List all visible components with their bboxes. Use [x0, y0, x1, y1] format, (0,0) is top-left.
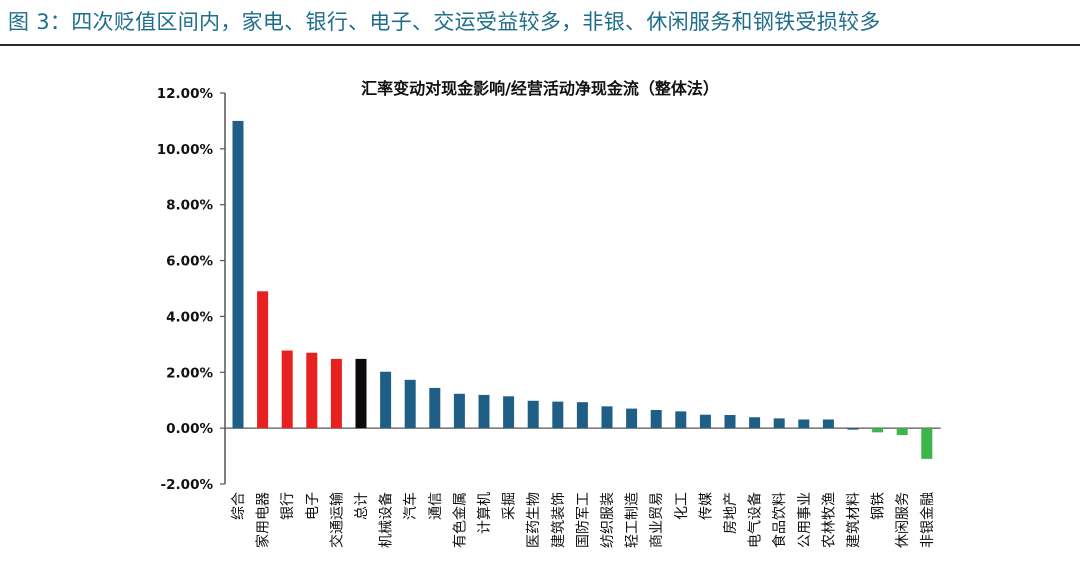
bar-计算机: [478, 394, 490, 429]
x-category-label: 电气设备: [747, 492, 764, 548]
figure-caption: 图 3：四次贬值区间内，家电、银行、电子、交运受益较多，非银、休闲服务和钢铁受损…: [8, 10, 881, 34]
bar-电子: [306, 352, 318, 429]
x-category-label: 食品饮料: [771, 492, 788, 548]
x-category-label: 商业贸易: [649, 492, 665, 548]
bar-机械设备: [380, 371, 392, 429]
bar-有色金属: [453, 393, 465, 429]
x-category-label: 总计: [354, 492, 370, 520]
x-category-label: 电子: [305, 492, 321, 520]
y-tick-label: 8.00%: [166, 198, 213, 214]
bar-房地产: [724, 415, 736, 429]
bar-休闲服务: [896, 428, 908, 436]
x-category-label: 综合: [231, 492, 247, 520]
x-category-label: 交通运输: [328, 492, 345, 548]
bar-建筑材料: [847, 428, 859, 430]
bar-建筑装饰: [552, 401, 564, 429]
x-category-label: 农林牧渔: [821, 492, 837, 548]
bar-综合: [232, 120, 244, 429]
y-tick-label: 2.00%: [166, 365, 213, 381]
figure-header: 图 3：四次贬值区间内，家电、银行、电子、交运受益较多，非银、休闲服务和钢铁受损…: [0, 0, 1080, 50]
x-category-label: 银行: [280, 492, 296, 520]
y-axis: 12.00% 10.00% 8.00% 6.00% 4.00% 2.00% 0.00% -2.…: [157, 86, 941, 493]
y-tick-label: 4.00%: [166, 309, 213, 325]
x-category-label: 机械设备: [378, 492, 395, 548]
bar-非银金融: [921, 428, 933, 459]
y-tick-label: -2.00%: [161, 477, 214, 493]
y-tick-label: 12.00%: [157, 86, 214, 102]
bar-医药生物: [527, 400, 539, 429]
x-category-label: 化工: [674, 492, 690, 520]
x-category-label: 非银金融: [920, 492, 936, 548]
x-category-label: 采掘: [502, 492, 518, 520]
y-tick-label: 0.00%: [166, 421, 213, 437]
x-category-label: 国防军工: [575, 492, 591, 548]
bar-化工: [675, 411, 687, 429]
bar-chart: 汇率变动对现金影响/经营活动净现金流（整体法） 12.00% 10.00% 8.00…: [157, 79, 941, 548]
bar-总计: [355, 358, 367, 429]
bar-汽车: [404, 379, 416, 429]
x-axis-labels: 综合 家用电器 银行 电子 交通运输 总计 机械设备 汽车 通信 有色金属 计算机 采掘 医药生物 建筑装…: [231, 492, 936, 548]
bar-电气设备: [749, 417, 761, 429]
x-category-label: 医药生物: [526, 492, 542, 548]
bar-纺织服装: [601, 406, 613, 429]
x-category-label: 休闲服务: [895, 492, 911, 548]
x-category-label: 轻工制造: [625, 492, 641, 548]
x-category-label: 计算机: [477, 492, 493, 534]
bar-轻工制造: [626, 408, 638, 429]
x-category-label: 汽车: [402, 492, 419, 520]
caption-divider: [0, 44, 1080, 46]
y-tick-label: 6.00%: [166, 254, 213, 270]
x-category-label: 公用事业: [797, 492, 813, 548]
x-category-label: 钢铁: [871, 492, 887, 520]
y-tick-label: 10.00%: [157, 142, 214, 158]
bar-采掘: [503, 396, 515, 429]
x-category-label: 房地产: [723, 492, 739, 534]
x-category-label: 建筑材料: [846, 492, 862, 548]
bar-钢铁: [872, 428, 884, 433]
x-category-label: 有色金属: [451, 492, 468, 548]
bar-公用事业: [798, 419, 810, 429]
x-category-label: 通信: [428, 492, 444, 520]
bar-商业贸易: [650, 409, 662, 429]
bar-食品饮料: [773, 418, 785, 429]
bar-国防军工: [576, 402, 588, 429]
bar-交通运输: [330, 358, 342, 429]
chart-title: 汇率变动对现金影响/经营活动净现金流（整体法）: [361, 79, 719, 98]
x-category-label: 纺织服装: [600, 492, 616, 548]
bar-银行: [281, 350, 293, 429]
x-category-label: 建筑装饰: [551, 492, 567, 548]
bar-农林牧渔: [822, 419, 834, 429]
bar-传媒: [699, 414, 711, 429]
bars: [232, 120, 933, 459]
x-category-label: 家用电器: [255, 492, 272, 548]
bar-通信: [429, 387, 441, 429]
x-category-label: 传媒: [698, 492, 714, 520]
bar-家用电器: [257, 291, 269, 429]
